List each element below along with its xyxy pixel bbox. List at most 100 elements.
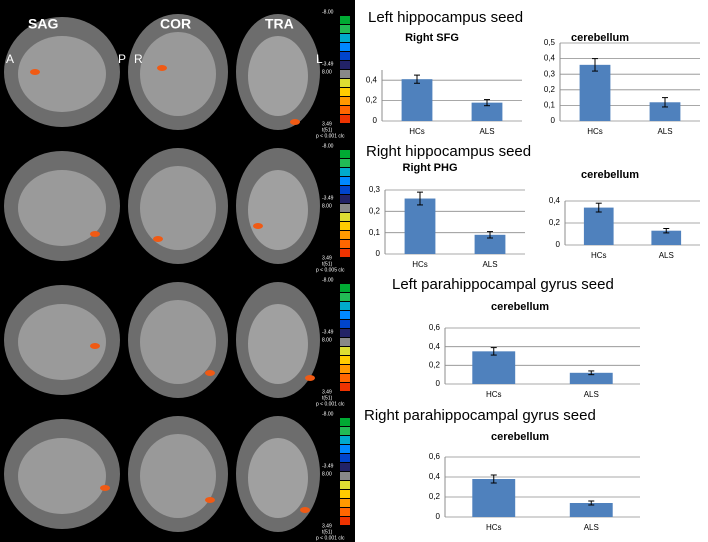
- threshold-label: p < 0.001 clc: [316, 133, 345, 139]
- colorbar-label: 8.00: [322, 203, 332, 209]
- colorbar-label: t(51): [322, 127, 333, 133]
- brain-slice: [18, 170, 106, 246]
- y-tick-label: 0,2: [429, 360, 441, 369]
- y-tick-label: 0,1: [544, 101, 556, 110]
- colorbar: [340, 508, 350, 516]
- error-bar: [595, 202, 602, 213]
- colorbar: [340, 365, 350, 373]
- bar: [649, 102, 681, 121]
- error-bar: [588, 370, 595, 376]
- colorbar: [340, 311, 350, 319]
- colorbar: [340, 499, 350, 507]
- colorbar: [340, 517, 350, 525]
- activation: [253, 223, 263, 229]
- brain-slice: [18, 438, 106, 514]
- error-bar: [490, 347, 497, 356]
- colorbar-label: 8.00: [322, 337, 332, 343]
- brain-slice: [18, 36, 106, 112]
- colorbar: [340, 427, 350, 435]
- error-bar: [588, 500, 595, 506]
- threshold-label: p < 0.001 clc: [316, 535, 345, 541]
- colorbar: [340, 106, 350, 114]
- colorbar: [340, 490, 350, 498]
- colorbar: [340, 418, 350, 426]
- colorbar: [340, 374, 350, 382]
- section-title: Left hippocampus seed: [368, 9, 523, 26]
- activation: [153, 236, 163, 242]
- y-tick-label: 0,3: [544, 69, 556, 78]
- activation: [157, 65, 167, 71]
- view-label: COR: [160, 16, 191, 32]
- view-label: TRA: [265, 16, 294, 32]
- colorbar: [340, 249, 350, 257]
- colorbar-label: -3.49: [322, 463, 334, 469]
- y-tick-label: 0: [551, 116, 556, 125]
- colorbar-label: -8.00: [322, 411, 334, 417]
- colorbar: [340, 320, 350, 328]
- y-tick-label: 0,6: [429, 452, 441, 461]
- bar: [583, 207, 614, 245]
- colorbar: [340, 115, 350, 123]
- error-bar: [417, 191, 423, 206]
- colorbar: [340, 159, 350, 167]
- y-tick-label: 0: [556, 240, 561, 249]
- colorbar: [340, 150, 350, 158]
- colorbar-label: t(51): [322, 529, 333, 535]
- brain-slice: [248, 170, 308, 250]
- threshold-label: p < 0.005 clc: [316, 267, 345, 273]
- brain-slice: [140, 434, 216, 518]
- section-title: Right parahippocampal gyrus seed: [364, 407, 596, 424]
- colorbar: [340, 329, 350, 337]
- error-bar: [662, 97, 668, 108]
- error-bar: [663, 228, 670, 234]
- brain-slice: [140, 32, 216, 116]
- y-tick-label: 0,2: [366, 96, 378, 105]
- activation: [100, 485, 110, 491]
- colorbar: [340, 231, 350, 239]
- error-bar: [592, 58, 598, 72]
- bar: [474, 234, 506, 254]
- colorbar: [340, 445, 350, 453]
- colorbar: [340, 383, 350, 391]
- error-bar: [414, 74, 420, 84]
- error-bar: [487, 231, 493, 239]
- activation: [290, 119, 300, 125]
- y-tick-label: 0,3: [369, 185, 381, 194]
- colorbar: [340, 52, 350, 60]
- chart-title: cerebellum: [571, 32, 629, 44]
- bar: [569, 372, 613, 384]
- colorbar: [340, 481, 350, 489]
- activation: [90, 231, 100, 237]
- colorbar: [340, 177, 350, 185]
- x-tick-label: HCs: [486, 523, 502, 532]
- colorbar: [340, 213, 350, 221]
- orientation-label: L: [316, 52, 323, 66]
- view-label: SAG: [28, 16, 58, 32]
- activation: [205, 497, 215, 503]
- colorbar-label: 3.49: [322, 523, 332, 529]
- colorbar: [340, 347, 350, 355]
- colorbar: [340, 34, 350, 42]
- bar: [404, 198, 436, 254]
- colorbar: [340, 454, 350, 462]
- y-tick-label: 0: [436, 379, 441, 388]
- orientation-label: P: [118, 52, 126, 66]
- orientation-label: A: [6, 52, 14, 66]
- y-tick-label: 0,4: [429, 342, 441, 351]
- colorbar-label: 3.49: [322, 255, 332, 261]
- chart-title: cerebellum: [491, 431, 549, 443]
- colorbar: [340, 293, 350, 301]
- x-tick-label: HCs: [409, 127, 425, 136]
- colorbar: [340, 25, 350, 33]
- colorbar: [340, 472, 350, 480]
- y-tick-label: 0,2: [369, 206, 381, 215]
- y-tick-label: 0,4: [549, 196, 561, 205]
- colorbar: [340, 222, 350, 230]
- colorbar: [340, 16, 350, 24]
- brain-slice: [248, 36, 308, 116]
- colorbar: [340, 436, 350, 444]
- colorbar-label: -8.00: [322, 9, 334, 15]
- brain-slice: [140, 300, 216, 384]
- brain-slice: [18, 304, 106, 380]
- y-tick-label: 0,2: [544, 85, 556, 94]
